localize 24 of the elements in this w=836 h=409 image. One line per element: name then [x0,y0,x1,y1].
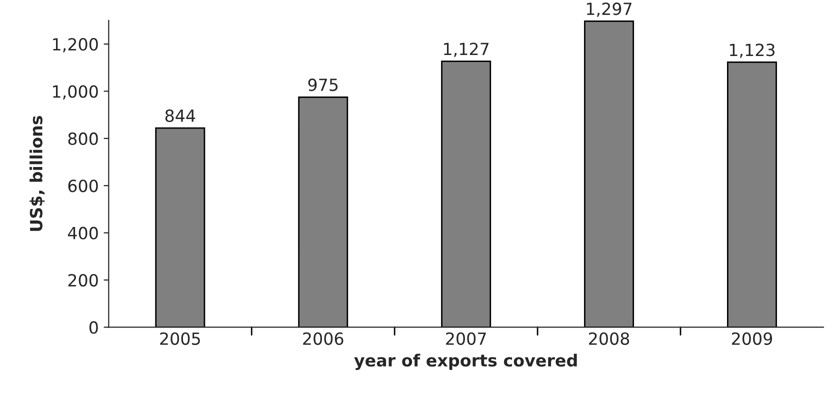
x-tick-label: 2009 [732,332,772,345]
x-tick-label: 2007 [446,332,486,345]
y-tick-label: 0 [89,321,98,334]
bar [726,62,777,328]
y-tick-label: 1,200 [53,38,98,52]
bar [441,60,492,328]
data-label: 844 [165,109,196,122]
y-tick-label: 1,000 [53,85,98,100]
data-label: 1,297 [587,2,632,17]
x-tick-label: 2006 [303,332,344,345]
y-axis-title: US$, billions [30,116,45,231]
x-tick-label: 2005 [160,332,200,345]
data-label: 975 [308,78,338,92]
y-tick-label: 400 [68,226,98,240]
x-axis-title: year of exports covered [354,354,577,370]
data-label: 1,127 [444,42,488,57]
x-tick-label: 2008 [589,332,630,345]
bar [298,96,348,328]
bar [155,127,206,328]
data-label: 1,123 [730,44,775,58]
y-tick-label: 600 [68,180,98,192]
bar [584,20,634,328]
y-tick-label: 800 [68,132,98,145]
y-tick-label: 200 [68,274,98,287]
